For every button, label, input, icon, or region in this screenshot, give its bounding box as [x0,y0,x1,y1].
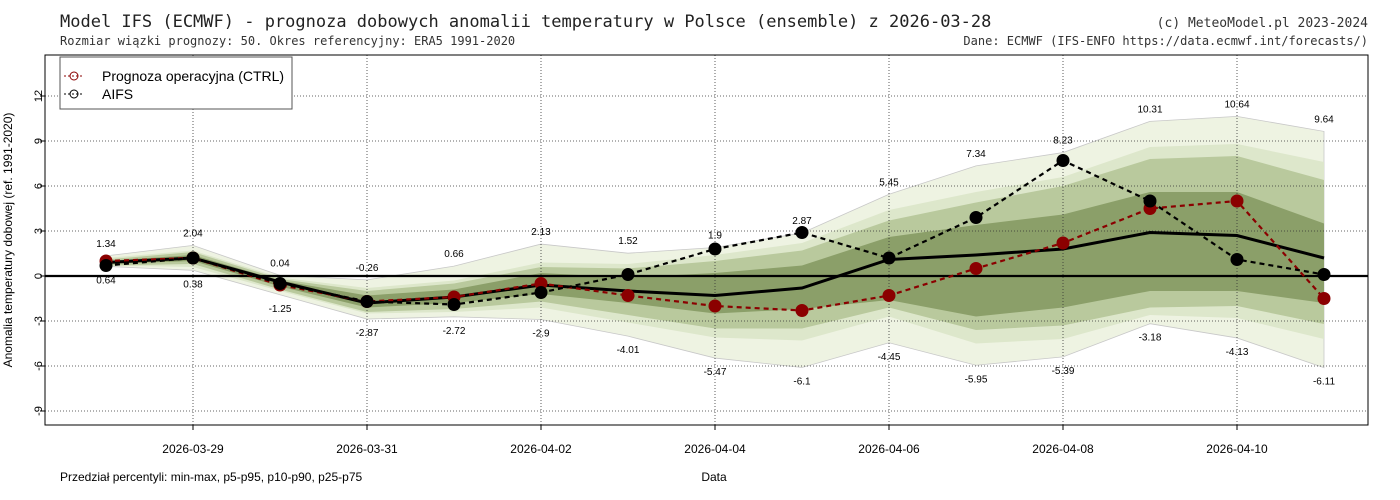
aifs-point [273,277,287,290]
y-tick-label: -9 [33,406,45,416]
chart-title: Model IFS (ECMWF) - prognoza dobowych an… [60,12,991,32]
max-label: 10.31 [1137,104,1162,115]
data-source: Dane: ECMWF (IFS-ENFO https://data.ecmwf… [963,34,1368,48]
ctrl-point [795,304,809,317]
min-label: 0.38 [183,279,203,290]
y-tick-label: 12 [33,90,45,102]
aifs-point [795,226,809,239]
aifs-point [534,286,548,299]
plot-frame [44,54,1369,426]
min-label: -5.95 [965,374,988,385]
aifs-point [882,251,896,265]
min-label: -4.13 [1226,347,1249,358]
aifs-point [708,242,722,256]
max-label: -0.26 [356,263,379,274]
max-label: 2.87 [792,216,812,227]
ctrl-point [882,289,896,302]
min-label: -4.45 [878,352,901,363]
min-label: -2.9 [532,329,550,340]
y-tick-label: -6 [33,361,45,371]
x-tick-label: 2026-04-10 [1206,442,1268,456]
legend-ctrl-label: Prognoza operacyjna (CTRL) [102,68,284,84]
ctrl-point [534,277,548,290]
aifs-point [1143,194,1157,208]
x-axis-title: Data [701,470,727,484]
ctrl-point [1230,194,1244,208]
max-label: 9.64 [1314,114,1334,125]
min-label: -4.01 [617,345,640,356]
max-label: 2.04 [183,228,203,239]
max-label: 0.66 [444,249,464,260]
min-label: -5.39 [1052,366,1075,377]
aifs-point [1230,253,1244,266]
ctrl-point [708,299,722,313]
max-label: 2.13 [531,227,551,238]
legend-ctrl-marker [69,71,79,81]
max-label: 5.45 [879,177,899,188]
x-tick-label: 2026-03-31 [336,442,398,456]
aifs-point [186,251,200,265]
y-axis-title: Anomalia temperatury dobowej (ref. 1991-… [1,113,15,368]
copyright: (c) MeteoModel.pl 2023-2024 [1157,16,1368,31]
percentiles-note: Przedział percentyli: min-max, p5-p95, p… [60,470,362,484]
aifs-point [1317,268,1331,281]
max-label: 10.64 [1224,99,1249,110]
legend-aifs-marker [69,89,79,99]
min-label: -2.72 [443,326,466,337]
legend-box [59,56,293,110]
max-label: 1.9 [708,231,722,242]
max-label: 1.34 [96,239,116,250]
x-tick-label: 2026-04-08 [1032,442,1094,456]
min-label: -5.47 [704,367,727,378]
x-tick-label: 2026-03-29 [162,442,224,456]
max-label: 0.04 [270,258,290,269]
aifs-point [1056,154,1070,167]
legend: Prognoza operacyjna (CTRL) AIFS [59,56,293,110]
min-label: 0.64 [96,275,116,286]
band-p25-p75 [106,192,1324,317]
legend-aifs-label: AIFS [102,86,133,102]
max-label: 7.34 [966,149,986,160]
aifs-point [99,259,113,272]
chart-subtitle: Rozmiar wiązki prognozy: 50. Okres refer… [60,34,515,48]
x-tick-label: 2026-04-06 [858,442,920,456]
aifs-point [969,211,983,224]
y-tick-label: -3 [33,316,45,326]
min-label: -1.25 [269,304,292,315]
aifs-point [360,295,374,308]
x-tick-label: 2026-04-04 [684,442,746,456]
min-label: -2.87 [356,328,379,339]
ctrl-point [1317,292,1331,305]
ctrl-point [621,289,635,302]
aifs-point [447,298,461,311]
y-tick-label: 6 [33,183,45,189]
aifs-point [621,268,635,281]
y-tick-label: 0 [33,273,45,279]
max-label: 8.23 [1053,136,1073,147]
min-label: -3.18 [1139,333,1162,344]
y-tick-label: 3 [33,228,45,234]
x-tick-label: 2026-04-02 [510,442,572,456]
ctrl-point [969,262,983,275]
min-label: -6.1 [793,377,811,388]
ctrl-point [1056,236,1070,250]
y-tick-label: 9 [33,138,45,144]
max-label: 1.52 [618,236,638,247]
min-label: -6.11 [1313,377,1335,388]
